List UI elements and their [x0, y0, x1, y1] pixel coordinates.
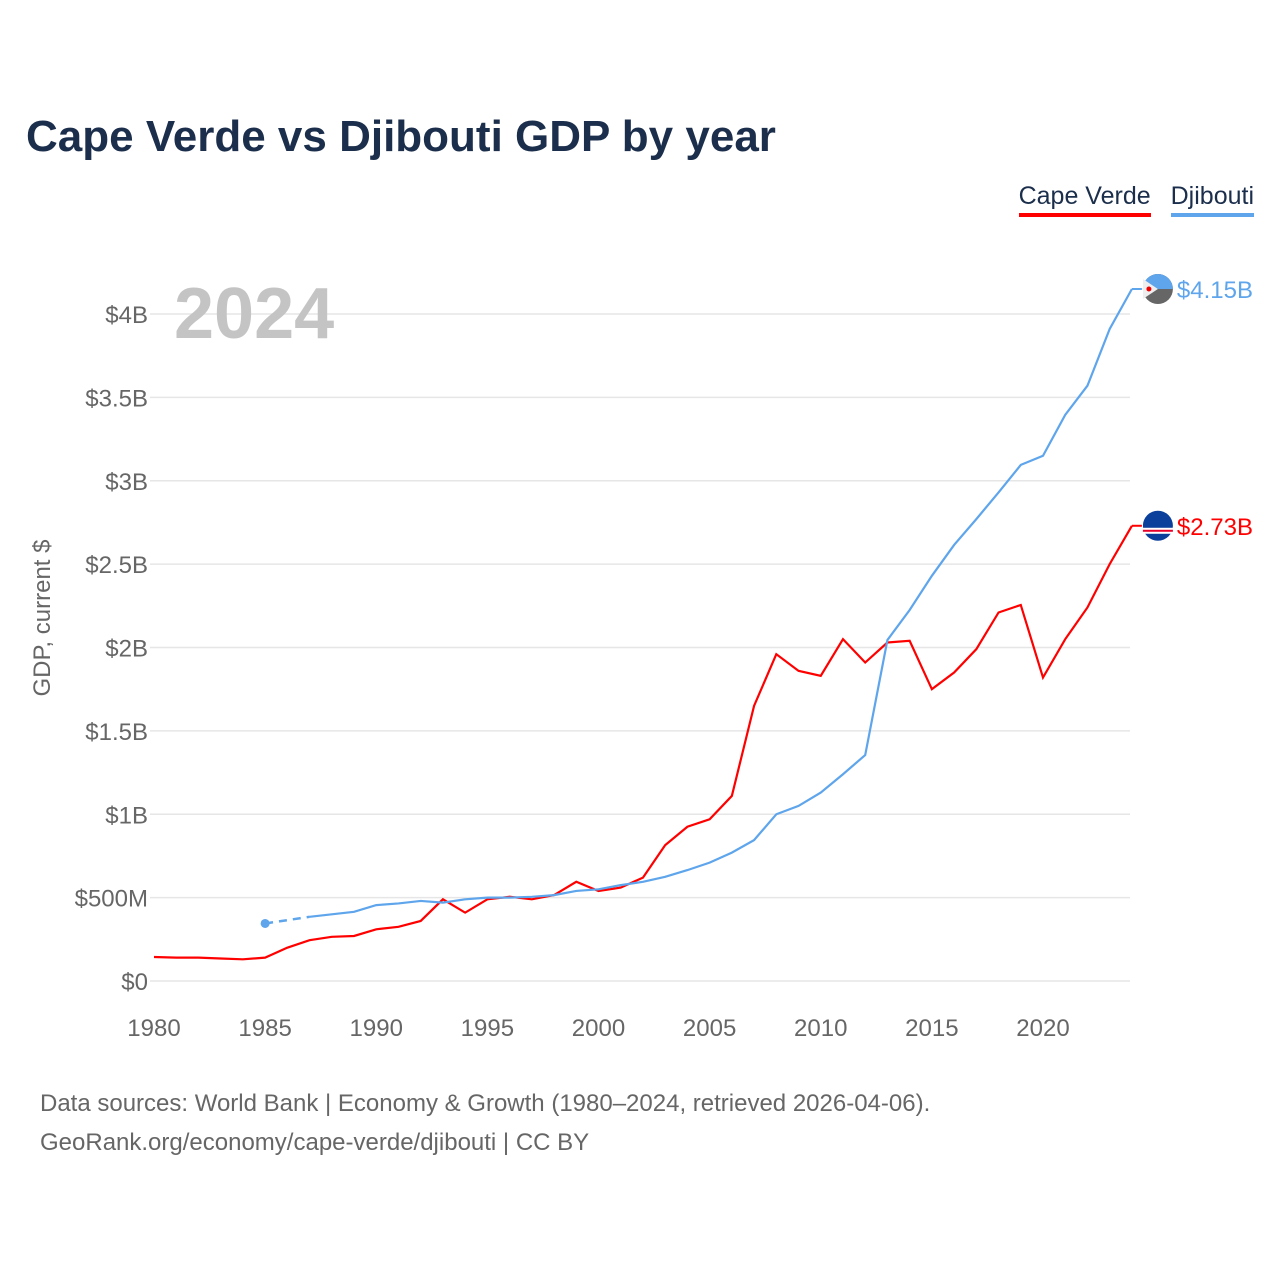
legend-djibouti[interactable]: Djibouti [1170, 182, 1254, 217]
end-value-label: $4.15B [1177, 277, 1253, 304]
y-tick-label: $500M [75, 886, 148, 913]
flag-star [1146, 286, 1152, 292]
cape-verde-line [153, 525, 1133, 961]
y-tick-label: $1.5B [85, 719, 148, 746]
legend: Cape Verde Djibouti [1018, 182, 1254, 217]
djibouti-gap-line [264, 915, 310, 925]
y-tick-label: $3.5B [85, 385, 148, 412]
x-tick-label: 2005 [683, 1015, 736, 1042]
source-link[interactable]: GeoRank.org/economy/cape-verde/djibouti … [40, 1129, 590, 1156]
y-tick-label: $0 [121, 969, 148, 996]
chart-title: Cape Verde vs Djibouti GDP by year [26, 112, 776, 161]
x-tick-label: 2015 [905, 1015, 958, 1042]
y-tick-label: $2.5B [85, 552, 148, 579]
y-tick-label: $1B [105, 802, 148, 829]
end-value-label: $2.73B [1177, 514, 1253, 541]
djibouti-line [309, 288, 1133, 918]
flag-stripe [1142, 529, 1173, 532]
data-source: Data sources: World Bank | Economy & Gro… [40, 1090, 931, 1117]
footer: Data sources: World Bank | Economy & Gro… [40, 1084, 930, 1162]
x-tick-label: 2020 [1016, 1015, 1069, 1042]
cape-verde-flag-icon [1142, 510, 1173, 541]
legend-cape-verde[interactable]: Cape Verde [1018, 182, 1151, 217]
x-tick-label: 2000 [572, 1015, 625, 1042]
y-tick-label: $3B [105, 469, 148, 496]
x-tick-label: 1995 [461, 1015, 514, 1042]
year-label: 2024 [174, 274, 334, 354]
y-tick-label: $2B [105, 636, 148, 663]
y-tick-label: $4B [105, 302, 148, 329]
y-axis-label: GDP, current $ [29, 540, 56, 697]
x-tick-label: 2010 [794, 1015, 847, 1042]
x-tick-label: 1985 [238, 1015, 291, 1042]
x-tick-label: 1990 [350, 1015, 403, 1042]
x-tick-label: 1980 [127, 1015, 180, 1042]
